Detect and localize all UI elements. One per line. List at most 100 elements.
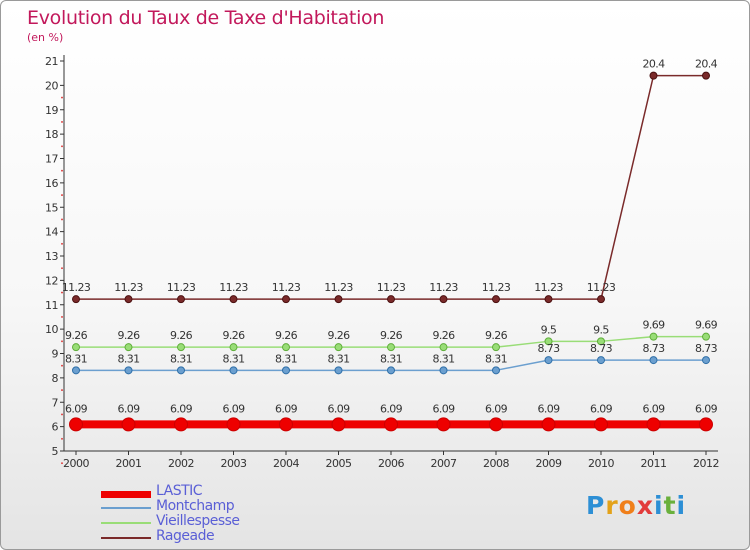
- logo-letter: t: [663, 491, 677, 520]
- data-point-montchamp: [544, 356, 553, 365]
- data-point-vieillespesse: [282, 343, 290, 352]
- x-tick-label: 2008: [483, 457, 509, 470]
- data-point-lastic: [384, 417, 398, 432]
- data-label-lastic: 6.09: [485, 402, 508, 415]
- y-minor-tick: [61, 218, 63, 221]
- data-point-lastic: [226, 417, 241, 432]
- y-tick-label: 9: [52, 348, 59, 361]
- data-point-montchamp: [597, 356, 605, 365]
- data-label-rageade: 11.23: [62, 281, 91, 294]
- data-point-rageade: [282, 295, 290, 304]
- chart-title: Evolution du Taux de Taxe d'Habitation: [27, 7, 385, 29]
- data-label-rageade: 11.23: [219, 281, 248, 294]
- data-point-montchamp: [282, 366, 290, 375]
- data-label-lastic: 6.09: [275, 402, 298, 415]
- y-minor-tick: [61, 194, 63, 196]
- data-label-vieillespesse: 9.26: [275, 329, 298, 342]
- data-label-vieillespesse: 9.26: [170, 329, 193, 342]
- data-label-montchamp: 8.31: [170, 352, 192, 365]
- data-point-montchamp: [649, 356, 658, 365]
- x-tick-label: 2009: [536, 457, 562, 470]
- data-point-lastic: [541, 417, 556, 432]
- data-label-rageade: 11.23: [429, 281, 458, 294]
- y-minor-tick: [61, 462, 63, 465]
- x-tick-label: 2011: [641, 457, 667, 470]
- data-label-rageade: 20.4: [642, 58, 665, 71]
- legend-label: LASTIC: [156, 483, 203, 499]
- data-label-lastic: 6.09: [695, 402, 718, 415]
- x-tick-label: 2010: [588, 457, 614, 470]
- y-tick-label: 14: [45, 226, 58, 239]
- data-label-vieillespesse: 9.69: [695, 319, 718, 332]
- y-tick-label: 13: [45, 250, 58, 263]
- legend-label: Montchamp: [156, 498, 235, 514]
- x-tick-label: 2012: [693, 457, 719, 470]
- data-point-vieillespesse: [177, 343, 185, 352]
- data-point-lastic: [279, 417, 293, 432]
- data-label-vieillespesse: 9.26: [65, 329, 88, 342]
- x-tick-label: 2006: [378, 457, 404, 470]
- y-tick-label: 17: [45, 153, 58, 166]
- data-point-montchamp: [334, 366, 343, 375]
- data-label-montchamp: 8.31: [65, 352, 87, 365]
- data-point-rageade: [649, 71, 658, 80]
- data-label-lastic: 6.09: [537, 402, 560, 415]
- legend-swatch: [101, 507, 151, 509]
- legend-swatch: [101, 537, 151, 539]
- data-point-rageade: [177, 295, 185, 304]
- y-tick-label: 16: [45, 177, 58, 190]
- data-point-lastic: [331, 417, 346, 432]
- data-label-lastic: 6.09: [590, 402, 613, 415]
- data-point-vieillespesse: [124, 343, 133, 352]
- y-minor-tick: [61, 389, 63, 391]
- y-tick-label: 10: [45, 323, 58, 336]
- y-tick-label: 21: [45, 55, 58, 68]
- x-tick-label: 2005: [326, 457, 352, 470]
- data-point-lastic: [69, 417, 83, 432]
- x-tick-label: 2003: [221, 457, 247, 470]
- logo-letter: i: [654, 491, 664, 520]
- proxiti-logo: Proxiti: [586, 491, 686, 520]
- data-point-rageade: [597, 295, 605, 304]
- data-point-montchamp: [439, 366, 448, 375]
- y-tick-label: 5: [52, 445, 59, 458]
- legend-label: Vieillespesse: [156, 513, 240, 529]
- logo-letter: i: [676, 491, 687, 520]
- y-minor-tick: [61, 413, 63, 416]
- data-label-montchamp: 8.73: [537, 342, 560, 355]
- data-label-rageade: 11.23: [587, 281, 616, 294]
- data-label-vieillespesse: 9.26: [380, 329, 403, 342]
- data-point-rageade: [387, 295, 395, 304]
- data-point-lastic: [594, 417, 608, 432]
- y-tick-label: 20: [45, 79, 58, 92]
- data-label-lastic: 6.09: [642, 402, 665, 415]
- data-label-vieillespesse: 9.5: [593, 323, 609, 336]
- x-tick-label: 2007: [431, 457, 457, 470]
- y-tick-label: 11: [45, 299, 58, 312]
- data-point-rageade: [702, 71, 710, 80]
- data-label-vieillespesse: 9.26: [485, 329, 508, 342]
- data-label-montchamp: 8.31: [117, 352, 139, 365]
- data-label-rageade: 11.23: [377, 281, 406, 294]
- data-label-lastic: 6.09: [380, 402, 403, 415]
- data-point-vieillespesse: [387, 343, 395, 352]
- y-tick-label: 7: [52, 396, 59, 409]
- x-tick-label: 2001: [116, 457, 142, 470]
- data-label-vieillespesse: 9.69: [642, 319, 665, 332]
- data-point-rageade: [334, 295, 343, 304]
- y-minor-tick: [61, 267, 63, 270]
- data-label-vieillespesse: 9.26: [117, 329, 140, 342]
- x-tick-label: 2004: [273, 457, 299, 470]
- data-point-rageade: [544, 295, 553, 304]
- y-tick-label: 18: [45, 128, 58, 141]
- data-point-rageade: [439, 295, 448, 304]
- data-point-montchamp: [72, 366, 80, 375]
- data-point-lastic: [646, 417, 661, 432]
- y-tick-label: 19: [45, 104, 58, 117]
- legend-label: Rageade: [156, 528, 215, 544]
- y-minor-tick: [61, 121, 63, 123]
- data-point-lastic: [436, 417, 451, 432]
- y-minor-tick: [61, 364, 63, 367]
